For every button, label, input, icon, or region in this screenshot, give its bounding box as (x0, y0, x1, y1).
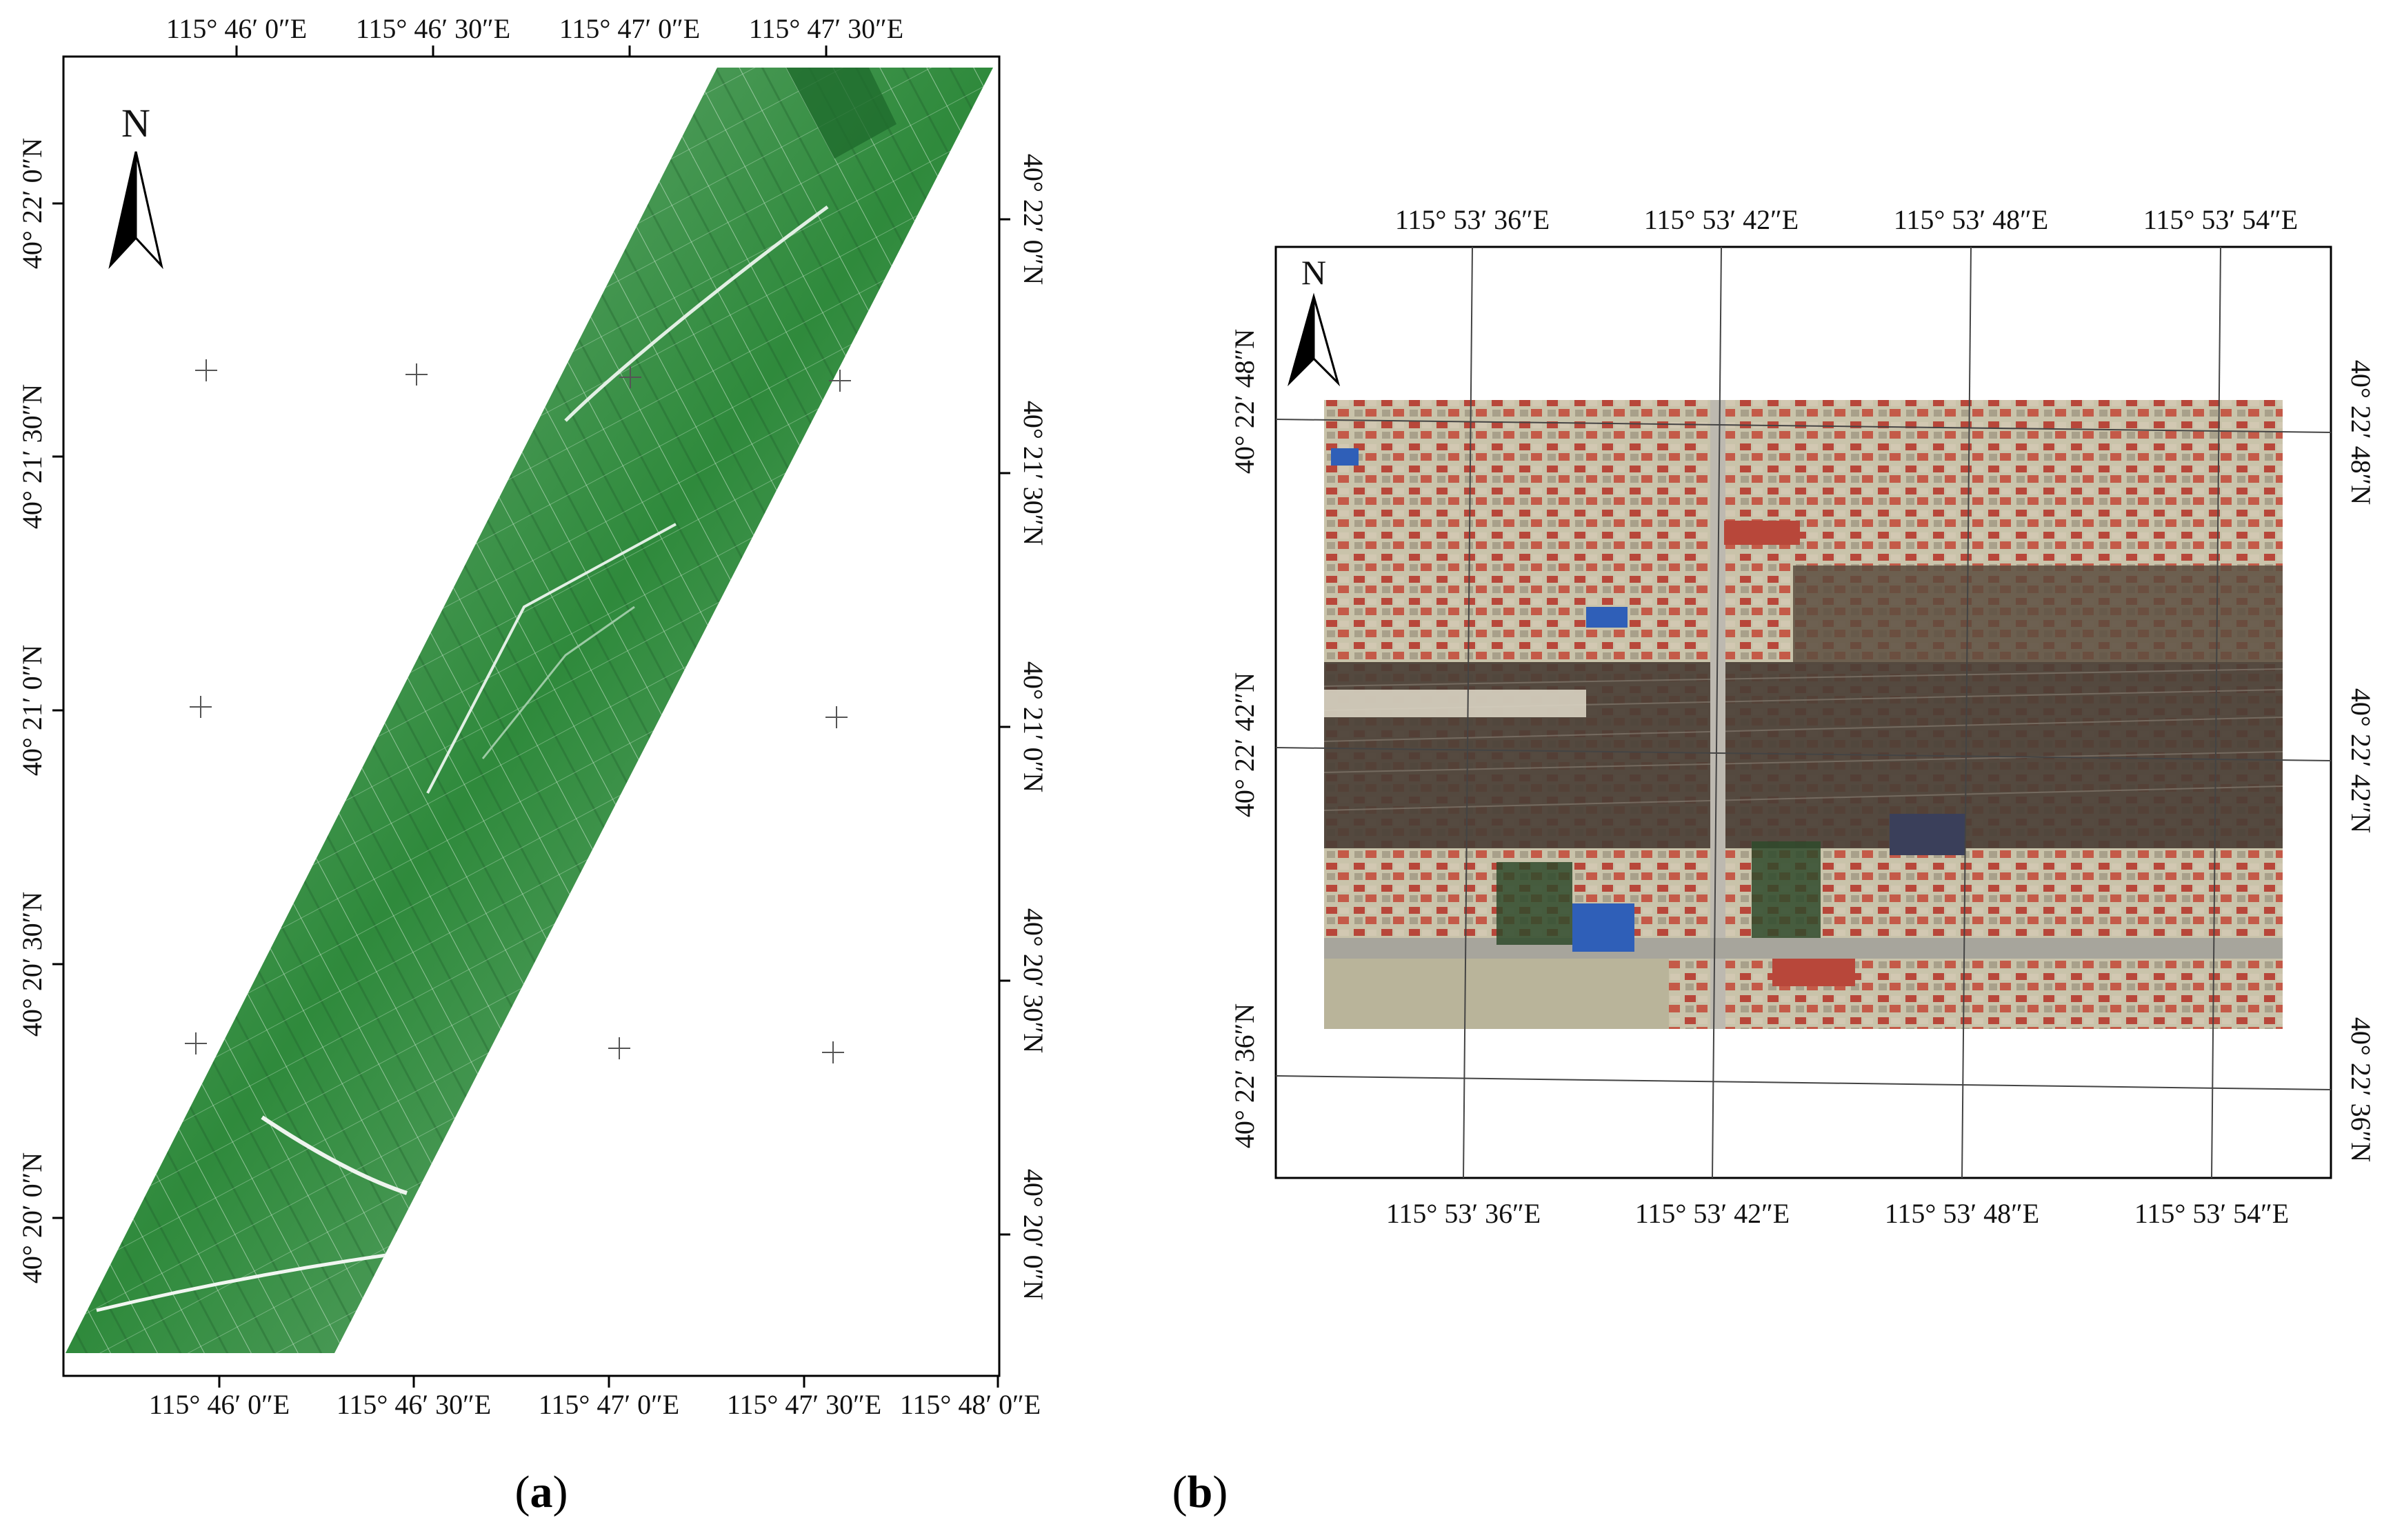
panel-b-north-arrow: N (1288, 253, 1340, 387)
bottom-lon-label-5: 115° 48′ 0″E (900, 1389, 1041, 1420)
right-lat-label-1: 40° 22′ 0″N (1018, 154, 1049, 285)
panel-a-satellite-strip (66, 68, 993, 1353)
left-lat-label-4: 40° 20′ 30″N (17, 892, 48, 1037)
b-top-lon-label-2: 115° 53′ 42″E (1644, 204, 1799, 235)
panel-b-graticule-lines (1275, 246, 2332, 1179)
b-right-lat-label-3: 40° 22′ 36″N (2345, 1017, 2376, 1162)
north-label-b: N (1301, 253, 1326, 292)
bottom-lon-label-4: 115° 47′ 30″E (727, 1389, 881, 1420)
left-lat-label-3: 40° 21′ 0″N (17, 645, 48, 776)
panel-a-north-arrow: N (108, 101, 163, 270)
right-lat-label-4: 40° 20′ 30″N (1018, 908, 1049, 1053)
panel-a-graticule-crosses (185, 359, 851, 1063)
left-lat-label-5: 40° 20′ 0″N (17, 1152, 48, 1283)
b-right-lat-label-2: 40° 22′ 42″N (2345, 688, 2376, 833)
panel-a-right-ticks (999, 218, 1010, 1236)
top-lon-label-3: 115° 47′ 0″E (559, 13, 700, 44)
left-lat-label-2: 40° 21′ 30″N (17, 384, 48, 529)
b-left-lat-label-3: 40° 22′ 36″N (1229, 1003, 1260, 1148)
left-lat-label-1: 40° 22′ 0″N (17, 138, 48, 269)
b-left-lat-label-2: 40° 22′ 42″N (1229, 672, 1260, 817)
top-lon-label-4: 115° 47′ 30″E (749, 13, 903, 44)
bottom-lon-label-1: 115° 46′ 0″E (149, 1389, 290, 1420)
bottom-lon-label-3: 115° 47′ 0″E (539, 1389, 679, 1420)
panel-a-bottom-ticks (218, 1376, 999, 1388)
top-lon-label-2: 115° 46′ 30″E (356, 13, 510, 44)
panel-a-left-ticks (52, 202, 63, 1219)
panel-b: N 115° 53′ 36″E 115° 53′ 42″E 115° 53′ 4… (1229, 204, 2376, 1229)
panel-a-top-ticks (235, 46, 828, 57)
right-lat-label-5: 40° 20′ 0″N (1018, 1169, 1049, 1300)
b-bottom-lon-label-1: 115° 53′ 36″E (1386, 1198, 1541, 1229)
b-left-lat-label-1: 40° 22′ 48″N (1229, 329, 1260, 474)
panel-a-frame (62, 55, 1001, 1377)
caption-a: (a) (515, 1467, 568, 1517)
b-top-lon-label-1: 115° 53′ 36″E (1395, 204, 1550, 235)
right-lat-label-3: 40° 21′ 0″N (1018, 661, 1049, 792)
b-bottom-lon-label-4: 115° 53′ 54″E (2134, 1198, 2289, 1229)
caption-b: (b) (1172, 1467, 1228, 1517)
panel-b-satellite-image (1323, 400, 2283, 1029)
right-lat-label-2: 40° 21′ 30″N (1018, 401, 1049, 546)
b-top-lon-label-3: 115° 53′ 48″E (1894, 204, 2048, 235)
panel-a: N 115° 46′ 0″E 115° 46′ 30″E 115° 47′ 0″… (17, 13, 1049, 1420)
b-right-lat-label-1: 40° 22′ 48″N (2345, 360, 2376, 505)
b-bottom-lon-label-2: 115° 53′ 42″E (1635, 1198, 1790, 1229)
panel-b-frame (1274, 246, 2332, 1179)
north-label: N (121, 101, 150, 146)
b-top-lon-label-4: 115° 53′ 54″E (2143, 204, 2298, 235)
b-bottom-lon-label-3: 115° 53′ 48″E (1885, 1198, 2039, 1229)
top-lon-label-1: 115° 46′ 0″E (166, 13, 307, 44)
bottom-lon-label-2: 115° 46′ 30″E (337, 1389, 491, 1420)
